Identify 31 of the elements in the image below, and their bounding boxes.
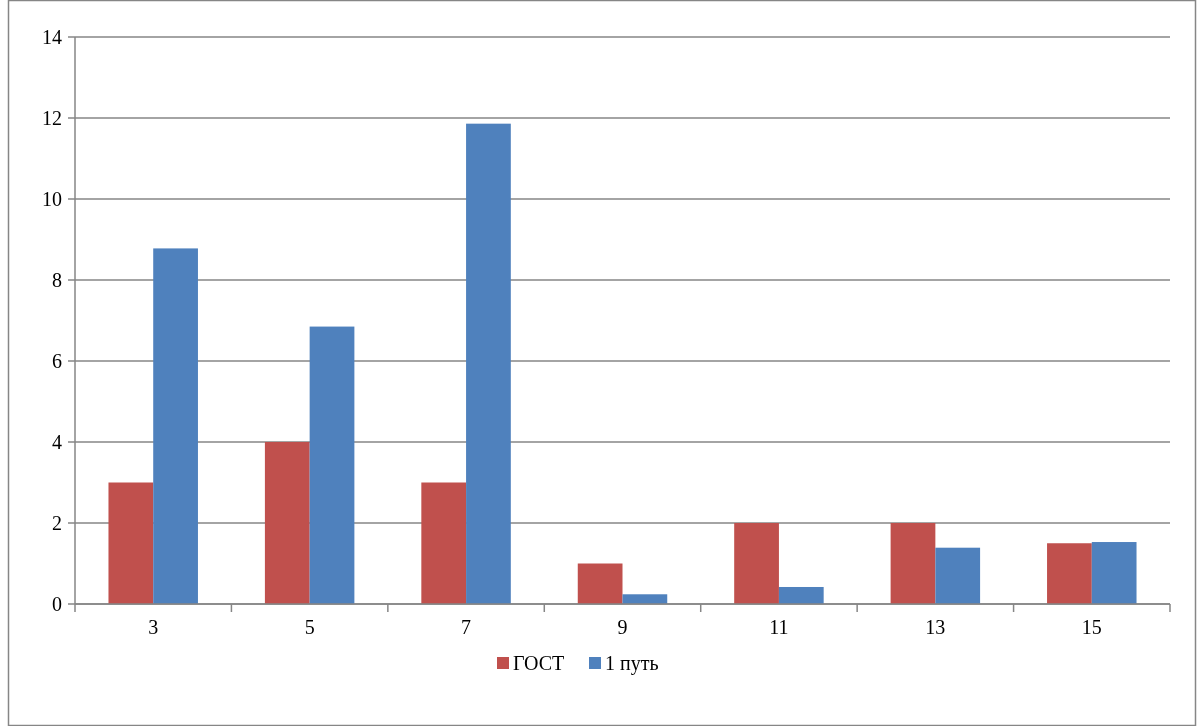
y-tick-label: 4 [52, 431, 62, 453]
bar [309, 326, 355, 604]
bar [1047, 543, 1092, 604]
y-tick-label: 14 [42, 26, 62, 48]
bar [264, 442, 310, 604]
y-tick-label: 12 [42, 107, 62, 129]
bar [935, 547, 981, 604]
x-tick-label: 7 [461, 616, 472, 638]
y-tick-label: 0 [52, 593, 62, 615]
legend-label: 1 путь [605, 652, 659, 675]
bar [421, 482, 467, 604]
x-tick-label: 3 [148, 616, 159, 638]
bar [622, 594, 668, 604]
x-tick-label: 13 [925, 616, 946, 638]
bar [734, 523, 779, 604]
x-tick-label: 9 [617, 616, 628, 638]
y-tick-label: 2 [52, 512, 62, 534]
x-tick-label: 15 [1081, 616, 1102, 638]
bar [778, 586, 824, 604]
bar [577, 563, 623, 604]
bar [153, 248, 198, 604]
y-tick-label: 10 [42, 188, 62, 210]
bar [890, 523, 936, 604]
x-tick-label: 11 [769, 616, 789, 638]
y-tick-label: 6 [52, 350, 62, 372]
bar [108, 482, 154, 604]
legend-label: ГОСТ [513, 652, 565, 674]
x-tick-label: 5 [304, 616, 315, 638]
bar [1091, 542, 1137, 604]
y-tick-label: 8 [52, 269, 62, 291]
bar [466, 123, 511, 604]
